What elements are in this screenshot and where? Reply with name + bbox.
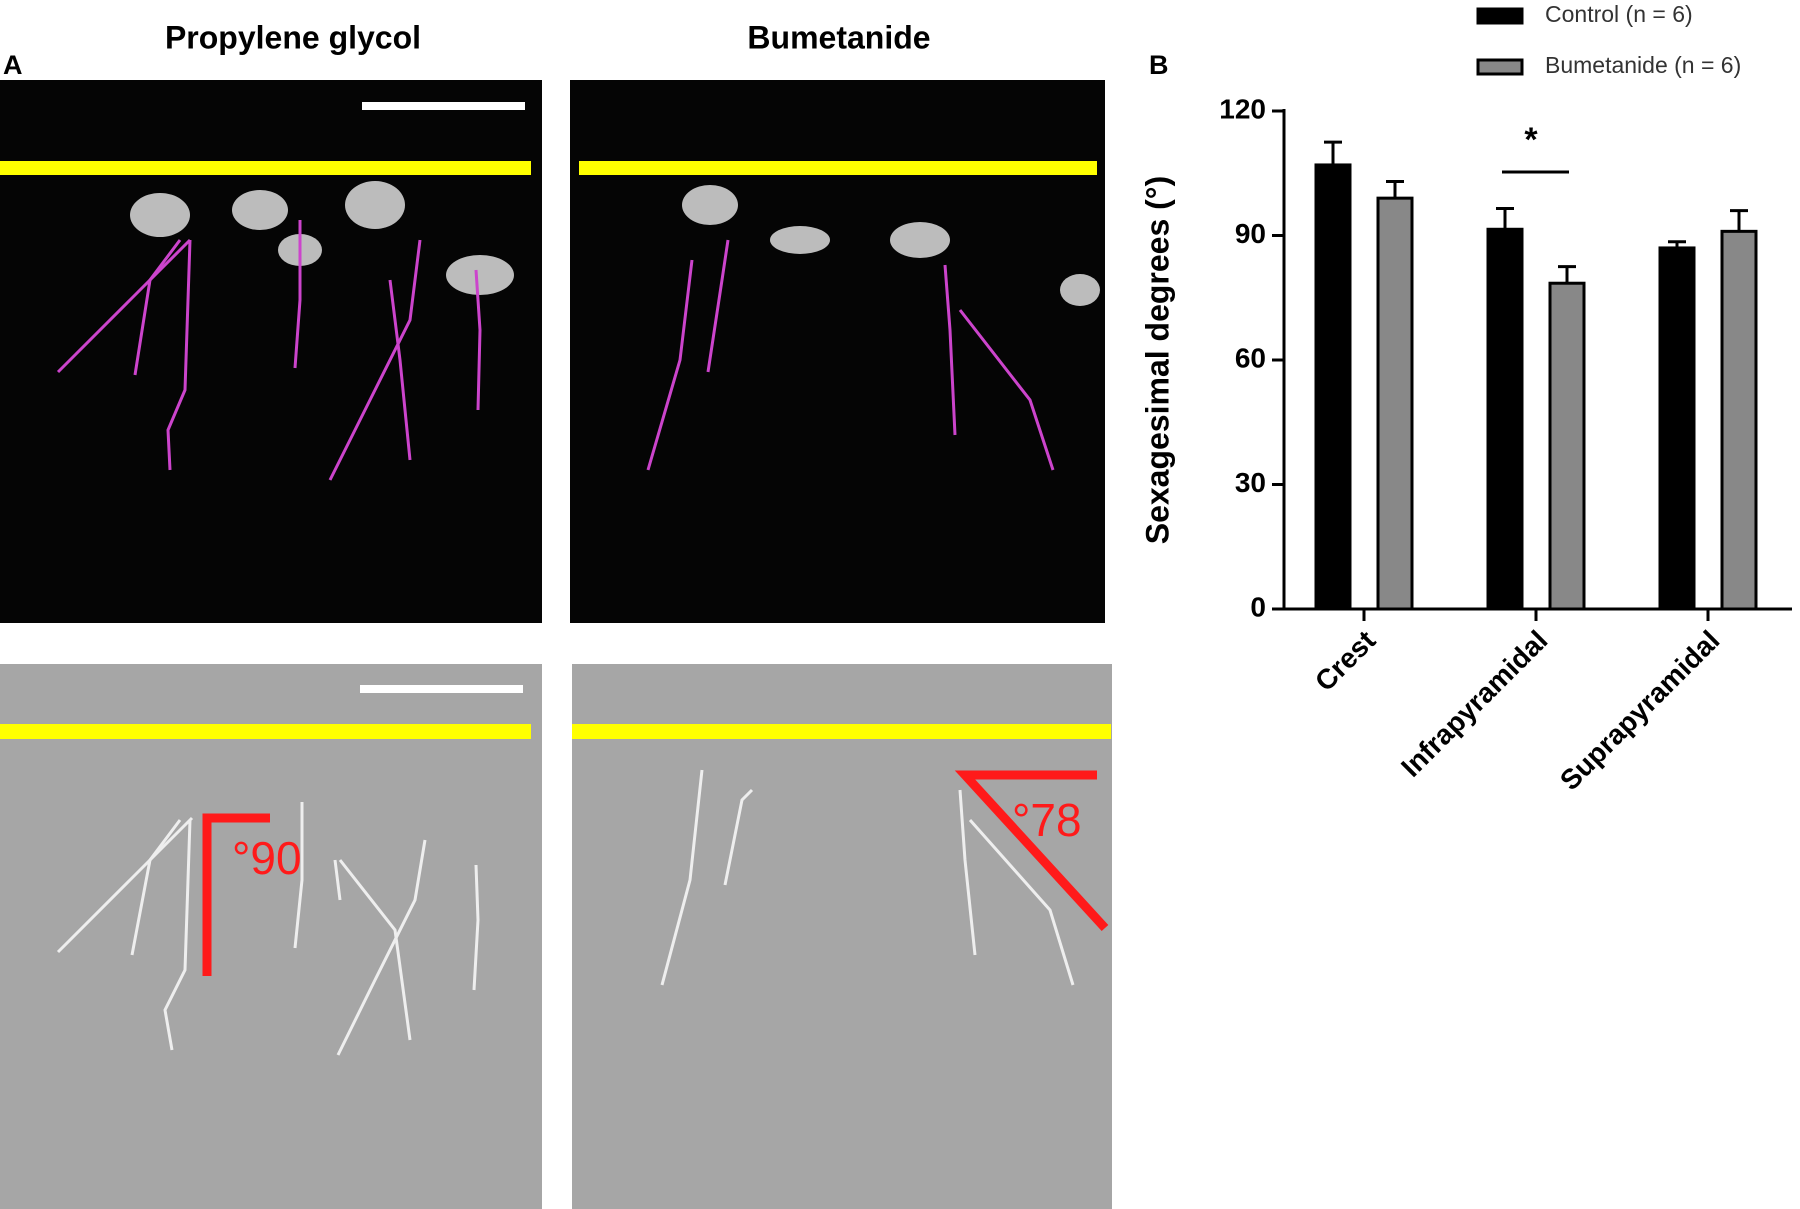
scale-bar xyxy=(360,685,523,693)
angle-marker xyxy=(202,813,270,976)
legend-label: Bumetanide (n = 6) xyxy=(1545,52,1741,78)
scale-bar xyxy=(362,102,525,110)
tracing-panel xyxy=(572,664,1112,1209)
legend-swatch xyxy=(1476,58,1524,76)
bar xyxy=(1658,246,1696,611)
reference-line xyxy=(572,724,1111,739)
bar xyxy=(1720,229,1758,611)
panel-label: A xyxy=(3,50,23,80)
traces xyxy=(56,769,1075,1056)
angle-label: °90 xyxy=(232,832,302,884)
y-tick-label: 120 xyxy=(1219,93,1266,124)
panel-label: B xyxy=(1149,50,1169,80)
y-tick-label: 90 xyxy=(1235,218,1266,249)
traces xyxy=(56,220,1055,481)
angle-marker xyxy=(954,770,1109,932)
legend-swatch xyxy=(1476,7,1524,25)
legend-label: Control (n = 6) xyxy=(1545,1,1693,27)
x-tick-label: Infrapyramidal xyxy=(1395,625,1553,783)
column-title: Bumetanide xyxy=(747,19,930,55)
reference-line xyxy=(579,161,1097,175)
x-tick-label: Suprapyramidal xyxy=(1554,625,1726,797)
reference-line xyxy=(0,161,531,175)
y-axis-label: Sexagesimal degrees (°) xyxy=(1139,176,1175,545)
bar xyxy=(1548,281,1586,611)
y-tick-label: 30 xyxy=(1235,467,1266,498)
bar xyxy=(1486,227,1524,611)
x-tick-label: Crest xyxy=(1309,625,1382,698)
y-tick-label: 60 xyxy=(1235,342,1266,373)
significance-label: * xyxy=(1524,121,1538,159)
reference-line xyxy=(0,724,531,739)
tracing-panel xyxy=(0,664,542,1209)
bar xyxy=(1376,196,1414,611)
bar xyxy=(1314,163,1352,611)
y-tick-label: 0 xyxy=(1250,591,1266,622)
column-title: Propylene glycol xyxy=(165,19,421,55)
angle-label: °78 xyxy=(1012,794,1082,846)
